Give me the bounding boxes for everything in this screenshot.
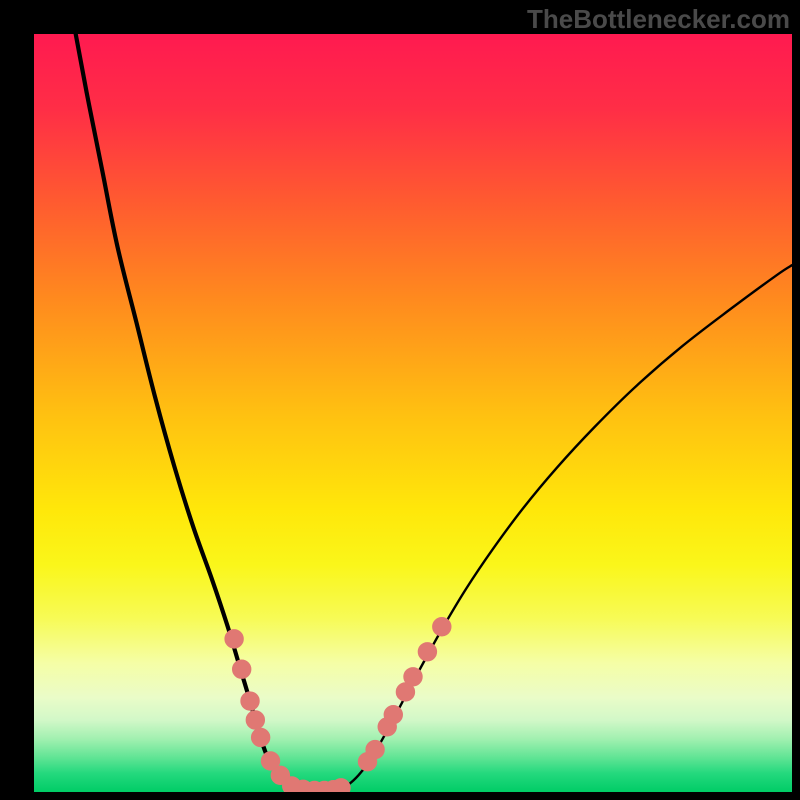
marker-dot [251,728,269,746]
watermark-text: TheBottlenecker.com [527,4,790,35]
marker-dot [418,643,436,661]
marker-dot [433,618,451,636]
marker-dot [366,740,384,758]
marker-dot [404,668,422,686]
chart-svg [34,34,792,792]
marker-dot [384,705,402,723]
plot-area [34,34,792,792]
marker-dot [225,630,243,648]
marker-dot [246,711,264,729]
marker-dot [241,692,259,710]
marker-dot [332,779,350,792]
marker-dot [232,660,250,678]
